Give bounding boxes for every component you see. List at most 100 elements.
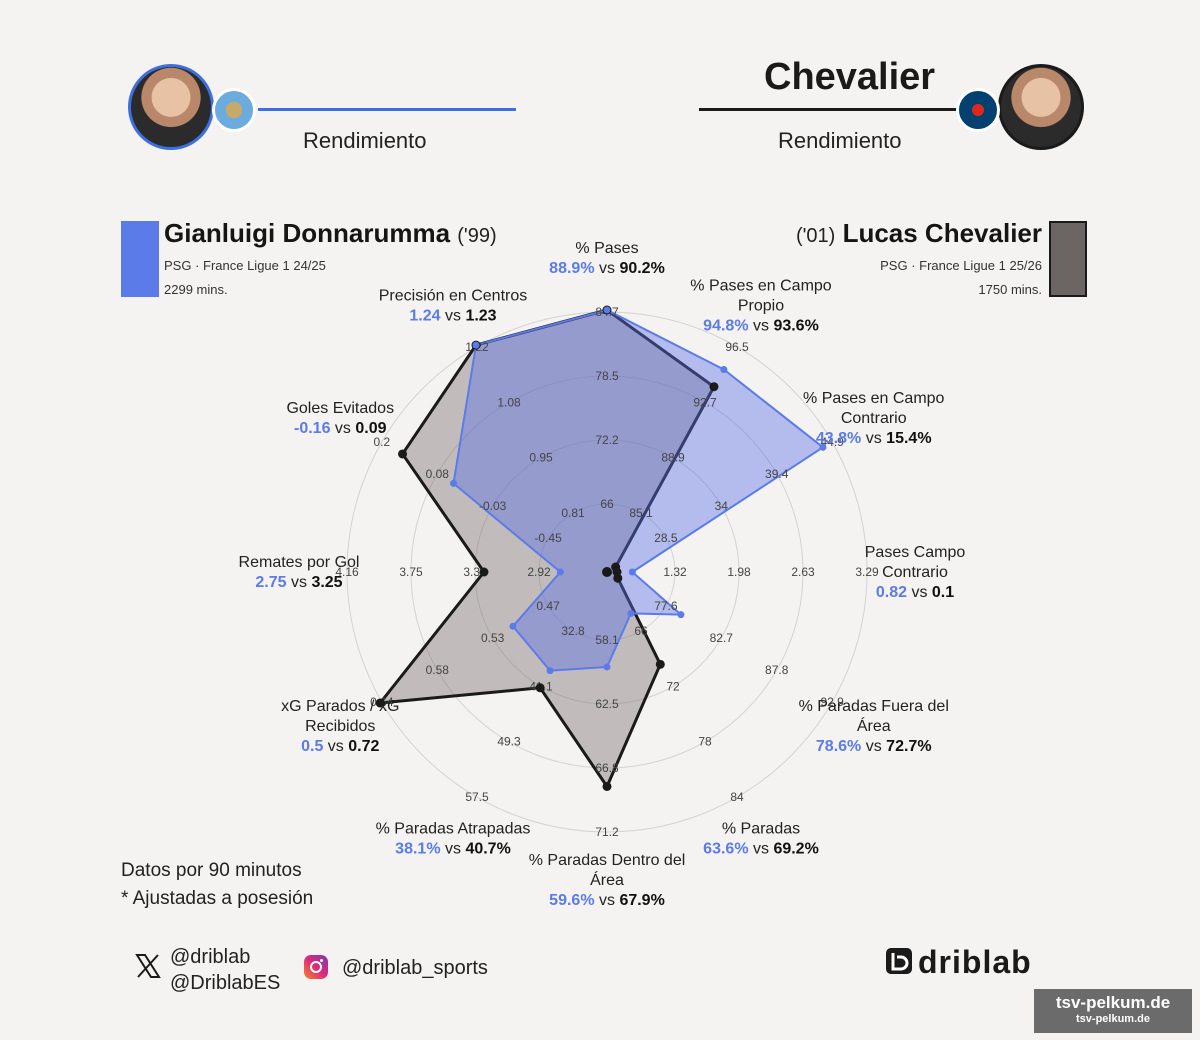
value-chevalier-pases-campo-contrario-pct: 15.4% (886, 430, 931, 447)
grid-ring-3 (410, 375, 804, 769)
tick-label-pases-campo-contrario-pct-1: 28.5 (654, 531, 678, 545)
point-donnarumma-pases-campo-propio (720, 366, 728, 374)
value-chevalier-goles-evitados: 0.09 (355, 420, 386, 437)
x-handle-driblab[interactable]: @driblab (170, 946, 251, 968)
axis-values-pases-campo-contrario: 0.82 vs 0.1 (876, 584, 954, 601)
tick-label-paradas-4: 84 (730, 790, 744, 804)
tick-label-goles-evitados-1: -0.45 (534, 531, 562, 545)
value-chevalier-paradas: 69.2% (773, 841, 818, 858)
player-name-right: ('01) Lucas Chevalier (796, 218, 1042, 249)
vs-paradas: vs (749, 841, 774, 858)
tick-label-pases-3: 78.5 (595, 369, 619, 383)
x-handles: @driblab @DriblabES (170, 944, 280, 996)
player-photo-left (128, 64, 214, 150)
watermark: tsv-pelkum.de tsv-pelkum.de (1034, 989, 1192, 1033)
tick-label-paradas-fuera-area-2: 82.7 (710, 631, 734, 645)
axis-values-paradas-dentro-area: 59.6% vs 67.9% (549, 892, 665, 909)
vs-precision-centros: vs (441, 307, 466, 324)
axis-label-precision-centros-line-1: Precisión en Centros (379, 287, 528, 304)
driblab-brand-text: driblab (918, 944, 1032, 980)
tick-label-precision-centros-1: 0.81 (561, 506, 585, 520)
axis-label-remates-por-gol: Remates por Gol 2.75 vs 3.25 (239, 554, 360, 591)
tick-label-remates-por-gol-2: 3.33 (463, 565, 487, 579)
header-subtitle-left: Rendimiento (303, 128, 427, 153)
psg-crest (956, 88, 1000, 132)
axis-values-paradas: 63.6% vs 69.2% (703, 841, 819, 858)
value-chevalier-paradas-fuera-area: 72.7% (886, 738, 931, 755)
axis-label-pases-campo-propio: % Pases en Campo Propio 94.8% vs 93.6% (690, 277, 832, 334)
tick-label-pases-1: 66 (600, 497, 614, 511)
tick-label-pases-campo-contrario-pct-2: 34 (715, 499, 729, 513)
axis-values-remates-por-gol: 2.75 vs 3.25 (255, 574, 342, 591)
tick-label-pases-2: 72.2 (595, 433, 619, 447)
tick-label-remates-por-gol-3: 3.75 (399, 565, 423, 579)
tick-label-paradas-fuera-area-4: 92.9 (820, 695, 844, 709)
vs-paradas-atrapadas: vs (441, 841, 466, 858)
axis-values-xg-parados: 0.5 vs 0.72 (301, 738, 379, 755)
point-donnarumma-remates-por-gol (556, 568, 564, 576)
value-chevalier-pases-campo-propio: 93.6% (773, 317, 818, 334)
grid-ring-1 (538, 503, 676, 641)
value-chevalier-precision-centros: 1.23 (465, 307, 496, 324)
value-chevalier-pases-campo-contrario: 0.1 (932, 584, 954, 601)
value-chevalier-pases: 90.2% (619, 260, 664, 277)
tick-label-pases-campo-contrario-1: 1.32 (663, 565, 687, 579)
point-donnarumma-pases-campo-contrario (628, 568, 636, 576)
radar-center (602, 567, 612, 577)
point-donnarumma-paradas-fuera-area (677, 611, 685, 619)
header-line-right (699, 108, 959, 111)
grid-ring-2 (474, 439, 740, 705)
point-chevalier-paradas (655, 659, 665, 669)
axis-values-precision-centros: 1.24 vs 1.23 (409, 307, 496, 324)
tick-label-pases-campo-contrario-3: 2.63 (791, 565, 815, 579)
axis-label-remates-por-gol-line-1: Remates por Gol (239, 554, 360, 571)
tick-label-remates-por-gol-4: 4.16 (335, 565, 359, 579)
axis-label-pases-campo-propio-line-1: % Pases en Campo (690, 277, 832, 294)
tick-label-paradas-1: 66 (634, 624, 648, 638)
x-handle-driblabes[interactable]: @DriblabES (170, 972, 281, 994)
instagram-handle[interactable]: @driblab_sports (342, 957, 488, 979)
watermark-line2: tsv-pelkum.de (1076, 1013, 1150, 1025)
point-donnarumma-pases (603, 306, 611, 314)
header-subtitle-right: Rendimiento (778, 128, 902, 153)
axis-label-pases-campo-contrario: Pases Campo Contrario 0.82 vs 0.1 (865, 544, 966, 601)
tick-label-paradas-atrapadas-4: 57.5 (465, 790, 489, 804)
instagram-icon (304, 955, 328, 979)
tick-label-remates-por-gol-1: 2.92 (527, 565, 551, 579)
vs-goles-evitados: vs (330, 420, 355, 437)
axis-label-xg-parados-line-1: xG Parados / xG (281, 698, 399, 715)
player-name-right-text: Lucas Chevalier (842, 218, 1042, 248)
point-chevalier-pases-campo-propio (709, 382, 719, 392)
footnote-per90: Datos por 90 minutos (121, 860, 302, 881)
axis-label-paradas-dentro-area-line-1: % Paradas Dentro del (529, 852, 686, 869)
axis-values-pases-campo-contrario-pct: 43.8% vs 15.4% (816, 430, 932, 447)
tick-label-paradas-2: 72 (666, 679, 680, 693)
point-donnarumma-goles-evitados (450, 479, 458, 487)
axis-label-pases-campo-contrario-pct-line-2: Contrario (841, 410, 907, 427)
tick-label-pases-campo-propio-4: 96.5 (725, 340, 749, 354)
axis-label-pases-campo-contrario-pct: % Pases en Campo Contrario 43.8% vs 15.4% (803, 390, 945, 447)
vs-pases: vs (595, 260, 620, 277)
tick-label-goles-evitados-3: 0.08 (426, 467, 450, 481)
point-chevalier-paradas-atrapadas (535, 683, 545, 693)
point-donnarumma-precision-centros (472, 341, 480, 349)
value-chevalier-xg-parados: 0.72 (348, 738, 379, 755)
axis-label-paradas: % Paradas 63.6% vs 69.2% (703, 821, 819, 858)
tick-label-paradas-dentro-area-1: 58.1 (595, 633, 619, 647)
axis-label-pases-campo-contrario-line-1: Pases Campo (865, 544, 966, 561)
value-donnarumma-pases-campo-contrario: 0.82 (876, 584, 907, 601)
axis-label-paradas-fuera-area-line-2: Área (857, 716, 891, 735)
value-chevalier-remates-por-gol: 3.25 (311, 574, 342, 591)
axis-values-paradas-atrapadas: 38.1% vs 40.7% (395, 841, 511, 858)
axis-label-pases-campo-contrario-pct-line-1: % Pases en Campo (803, 390, 945, 407)
value-donnarumma-pases-campo-contrario-pct: 43.8% (816, 430, 861, 447)
vs-remates-por-gol: vs (287, 574, 312, 591)
point-donnarumma-paradas-atrapadas (546, 667, 554, 675)
manchester-city-crest (212, 88, 256, 132)
value-donnarumma-remates-por-gol: 2.75 (255, 574, 286, 591)
axis-label-paradas-dentro-area-line-2: Área (590, 870, 624, 889)
value-donnarumma-pases: 88.9% (549, 260, 594, 277)
footnote-possession: * Ajustadas a posesión (121, 888, 314, 909)
